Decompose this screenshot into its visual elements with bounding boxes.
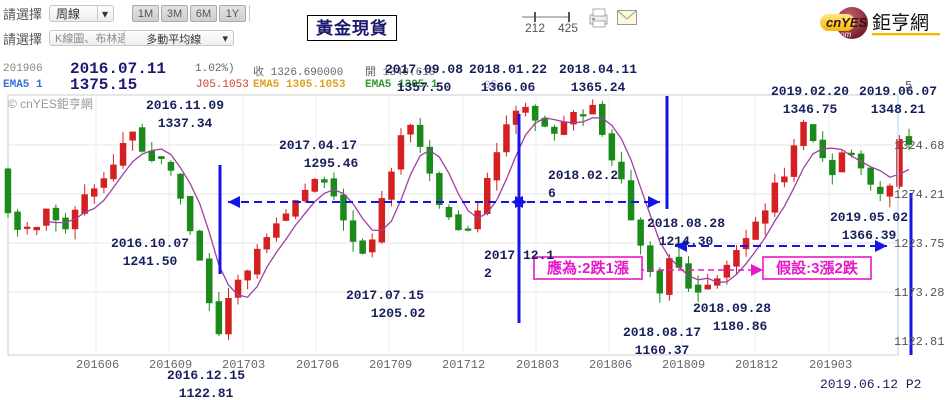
svg-text:假設:3漲2跌: 假設:3漲2跌 (776, 259, 859, 277)
svg-text:應為:2跌1漲: 應為:2跌1漲 (547, 259, 630, 277)
